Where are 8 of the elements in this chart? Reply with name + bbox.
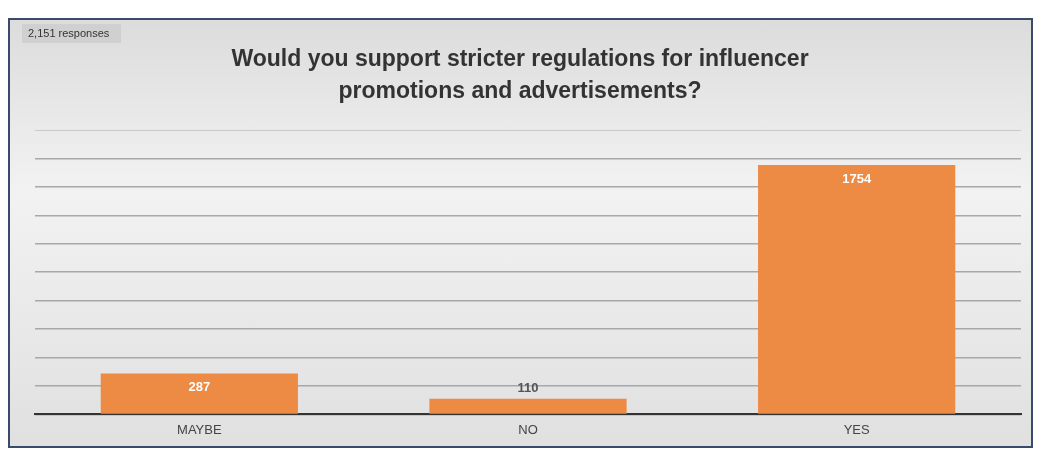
- x-tick-label: MAYBE: [177, 421, 222, 437]
- x-tick-label: NO: [518, 421, 538, 437]
- data-label: 1754: [842, 170, 872, 186]
- chart-title: Would you support stricter regulations for influencer promotions and advertisements?: [230, 44, 810, 105]
- data-label: 287: [188, 379, 211, 395]
- text: 2,151 responses: [22, 24, 122, 43]
- x-tick-label: YES: [843, 421, 870, 437]
- data-label: 110: [517, 380, 539, 396]
